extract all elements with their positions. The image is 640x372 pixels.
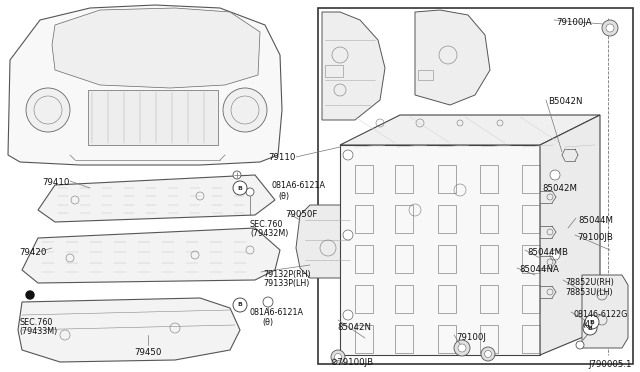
Bar [480,325,498,353]
Bar [480,245,498,273]
Bar [318,8,633,364]
Text: (4): (4) [582,320,593,329]
Bar [522,165,540,193]
Circle shape [223,88,267,132]
Bar [522,285,540,313]
Text: 85044MB: 85044MB [527,248,568,257]
Bar [438,325,456,353]
Bar [480,285,498,313]
Circle shape [343,310,353,320]
Text: B: B [237,302,243,308]
Circle shape [233,171,241,179]
Bar [395,165,413,193]
Circle shape [26,291,34,299]
Text: 85044M: 85044M [578,216,613,225]
Polygon shape [38,175,275,222]
Circle shape [343,150,353,160]
Polygon shape [8,5,282,165]
Bar [355,165,373,193]
Bar [522,325,540,353]
Circle shape [331,350,345,364]
Circle shape [576,341,584,349]
Circle shape [343,230,353,240]
Polygon shape [22,228,280,283]
Text: ⊘79100JB: ⊘79100JB [330,358,373,367]
Text: 081A6-6121A: 081A6-6121A [250,308,304,317]
Circle shape [585,315,599,329]
Bar [480,205,498,233]
Polygon shape [415,10,490,105]
Circle shape [26,88,70,132]
Bar [438,285,456,313]
Text: 85042M: 85042M [542,184,577,193]
Bar [438,245,456,273]
Circle shape [550,170,560,180]
Circle shape [335,353,342,360]
Bar [325,65,343,77]
Text: SEC.760: SEC.760 [250,220,284,229]
Circle shape [454,340,470,356]
Circle shape [458,344,466,352]
Text: 79110: 79110 [268,153,296,162]
Bar [418,70,433,80]
Text: 79050F: 79050F [285,210,317,219]
Text: 79410: 79410 [42,178,69,187]
Text: 79100J: 79100J [456,333,486,342]
Polygon shape [52,8,260,88]
Text: SEC.760: SEC.760 [19,318,52,327]
Text: 08146-6122G: 08146-6122G [573,310,627,319]
Bar [395,205,413,233]
Text: 79100JA: 79100JA [556,18,591,27]
Circle shape [481,347,495,361]
Polygon shape [296,205,360,278]
Polygon shape [582,275,628,348]
Bar [522,245,540,273]
Circle shape [233,181,247,195]
Bar [480,165,498,193]
Bar [438,205,456,233]
Circle shape [246,188,254,196]
Circle shape [484,350,492,357]
Bar [395,285,413,313]
Text: 081A6-6121A: 081A6-6121A [272,181,326,190]
Text: 85044NA: 85044NA [519,265,559,274]
Text: (θ): (θ) [278,192,289,201]
Bar [522,205,540,233]
Polygon shape [322,12,385,120]
Text: 85042N: 85042N [337,323,371,332]
Bar [355,245,373,273]
Text: 78852U(RH): 78852U(RH) [565,278,614,287]
Circle shape [550,250,560,260]
Text: 79450: 79450 [134,348,162,357]
Circle shape [602,20,618,36]
Text: B: B [237,186,243,190]
Text: J790005.1: J790005.1 [589,360,632,369]
Bar [355,285,373,313]
Polygon shape [340,115,600,145]
Text: 79420: 79420 [19,248,46,257]
Circle shape [583,321,597,335]
Text: (79432M): (79432M) [250,229,289,238]
Polygon shape [540,115,600,355]
Bar [395,325,413,353]
Text: (θ): (θ) [262,318,273,327]
Bar [355,205,373,233]
Circle shape [606,24,614,32]
Text: B: B [588,326,593,330]
Circle shape [233,298,247,312]
Bar [355,325,373,353]
Text: B: B [589,320,595,324]
Polygon shape [18,298,240,362]
Text: 78853U(LH): 78853U(LH) [565,288,612,297]
Text: 79132P(RH): 79132P(RH) [263,270,310,279]
Text: (79433M): (79433M) [19,327,57,336]
Bar [438,165,456,193]
Bar [395,245,413,273]
Circle shape [263,297,273,307]
Text: 79100JB: 79100JB [577,233,613,242]
Polygon shape [340,145,540,355]
Text: B5042N: B5042N [548,97,582,106]
Bar [88,90,218,145]
Text: 79133P(LH): 79133P(LH) [263,279,309,288]
